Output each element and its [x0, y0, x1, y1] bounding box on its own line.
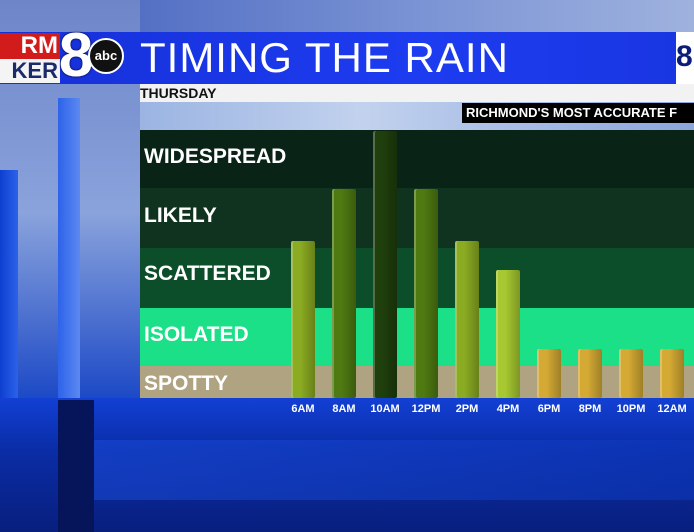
- level-label: SCATTERED: [144, 262, 271, 285]
- station-logo-number: 8: [58, 21, 94, 90]
- x-tick-label: 4PM: [496, 403, 520, 415]
- x-tick-label: 8PM: [578, 403, 602, 415]
- x-tick-label: 8AM: [332, 403, 356, 415]
- bar-8am: [332, 189, 356, 398]
- bar-12am: [660, 348, 684, 398]
- x-tick-label: 10AM: [370, 403, 400, 415]
- x-tick-label: 2PM: [455, 403, 479, 415]
- background-panel: [0, 170, 18, 420]
- station-logo-bottom: KER: [0, 59, 60, 83]
- x-tick-label: 6PM: [537, 403, 561, 415]
- level-label: ISOLATED: [144, 323, 249, 346]
- bar-10pm: [619, 348, 643, 398]
- x-tick-label: 12PM: [411, 403, 441, 415]
- page-title: TIMING THE RAIN: [140, 34, 509, 81]
- level-label: SPOTTY: [144, 372, 229, 395]
- level-label: LIKELY: [144, 204, 217, 227]
- bar-12pm: [414, 189, 438, 398]
- station-logo-top: RM: [0, 33, 60, 59]
- bar-6am: [291, 241, 315, 398]
- x-tick-label: 12AM: [657, 403, 687, 415]
- level-label: WIDESPREAD: [144, 145, 287, 168]
- network-logo: abc: [88, 38, 124, 74]
- bar-6pm: [537, 348, 561, 398]
- bar-4pm: [496, 270, 520, 398]
- subtitle-bar: [140, 84, 694, 102]
- level-band-widespread: [140, 130, 694, 188]
- bar-2pm: [455, 241, 479, 398]
- x-tick-label: 10PM: [616, 403, 646, 415]
- x-tick-label: 6AM: [291, 403, 315, 415]
- tagline: RICHMOND'S MOST ACCURATE F: [462, 103, 694, 123]
- bar-8pm: [578, 348, 602, 398]
- background-sky: [140, 0, 694, 32]
- background-bottom-band: [94, 440, 694, 500]
- corner-logo: 8: [676, 32, 694, 84]
- background-panel: [58, 400, 94, 532]
- day-label: THURSDAY: [140, 85, 217, 101]
- bar-10am: [373, 131, 397, 398]
